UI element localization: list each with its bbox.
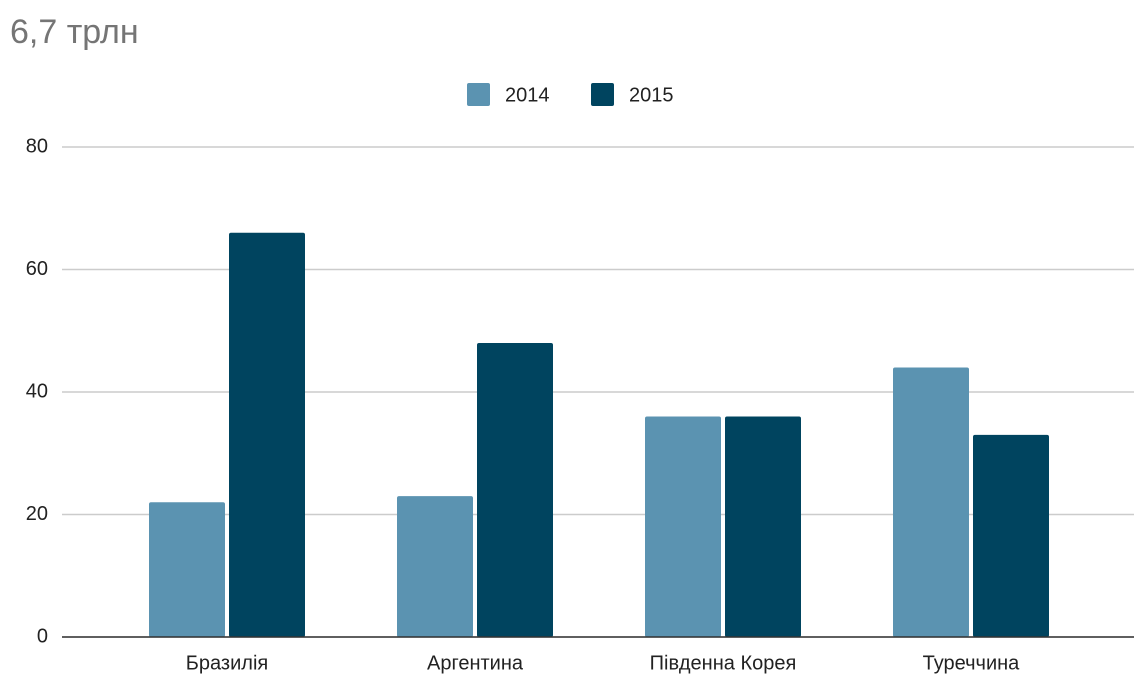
y-tick-label: 0 — [37, 625, 48, 647]
x-tick-label: Туреччина — [923, 652, 1021, 674]
x-tick-label: Південна Корея — [650, 652, 797, 674]
x-tick-label: Бразилія — [186, 652, 268, 674]
y-tick-label: 60 — [26, 258, 48, 280]
legend-label: 2014 — [505, 84, 550, 106]
y-tick-label: 40 — [26, 380, 48, 402]
bar — [477, 343, 553, 637]
bar — [893, 367, 969, 637]
legend-swatch — [467, 83, 490, 106]
legend-label: 2015 — [629, 84, 674, 106]
bar — [973, 434, 1049, 637]
chart-title: 6,7 трлн — [10, 13, 139, 51]
bar — [645, 416, 721, 637]
legend-swatch — [591, 83, 614, 106]
bar — [397, 496, 473, 637]
bar — [725, 416, 801, 637]
bar — [149, 502, 225, 637]
y-tick-label: 20 — [26, 503, 48, 525]
bar — [229, 232, 305, 637]
x-tick-label: Аргентина — [427, 652, 524, 674]
y-tick-label: 80 — [26, 135, 48, 157]
